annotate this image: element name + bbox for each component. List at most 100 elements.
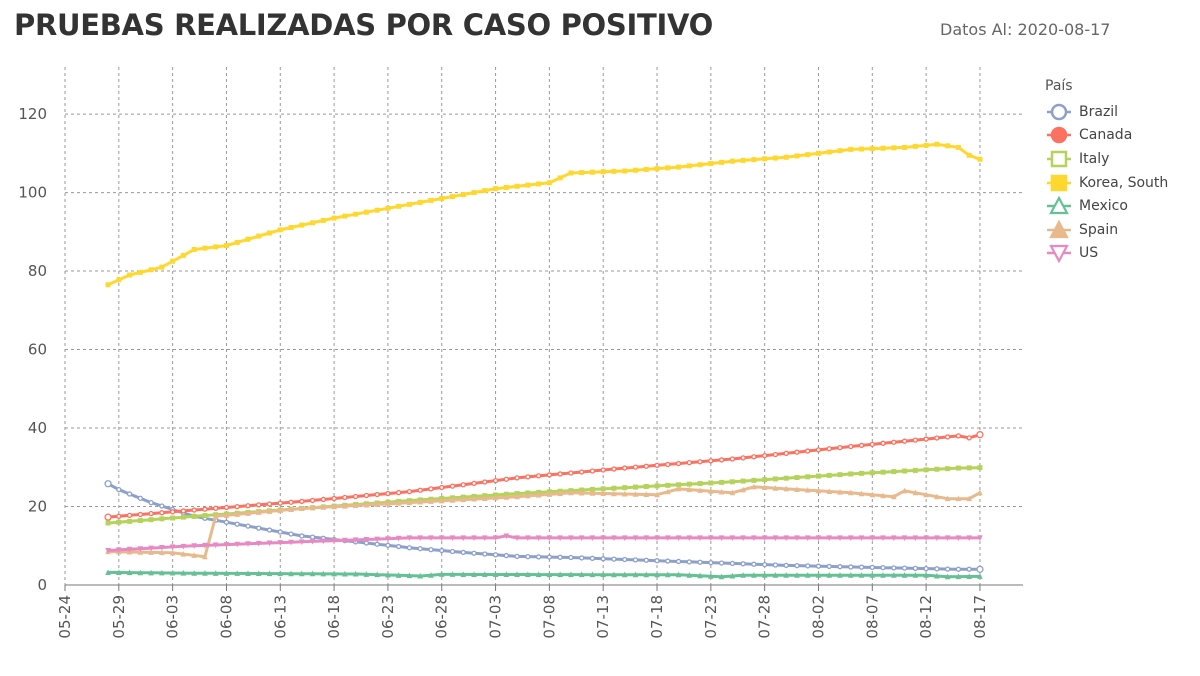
- data-point: [492, 571, 499, 577]
- data-point: [697, 487, 703, 493]
- data-point: [191, 543, 197, 549]
- y-tick-label: 100: [18, 184, 47, 202]
- legend-label: Mexico: [1079, 198, 1128, 215]
- data-point: [611, 535, 617, 542]
- data-point: [675, 460, 682, 467]
- legend-item-spain[interactable]: Spain: [1045, 218, 1168, 242]
- data-point: [395, 572, 402, 578]
- data-point: [298, 570, 305, 577]
- data-point: [299, 533, 305, 539]
- data-point: [815, 572, 822, 578]
- data-point: [331, 503, 337, 510]
- data-point: [546, 472, 553, 478]
- data-point: [492, 535, 499, 542]
- data-point: [137, 549, 144, 555]
- data-point: [611, 556, 617, 562]
- data-point: [568, 489, 574, 496]
- legend-item-mexico[interactable]: Mexico: [1045, 194, 1168, 218]
- data-point: [288, 570, 294, 577]
- data-point: [374, 491, 380, 498]
- x-tick-label: 07-28: [756, 595, 774, 639]
- data-point: [439, 484, 445, 491]
- data-point: [675, 558, 682, 565]
- data-point: [503, 494, 510, 500]
- data-point: [525, 474, 531, 480]
- data-point: [934, 535, 940, 542]
- data-point: [751, 157, 757, 163]
- data-point: [858, 572, 865, 578]
- legend-item-canada[interactable]: Canada: [1045, 124, 1168, 148]
- data-point: [320, 570, 327, 577]
- data-point: [105, 520, 111, 526]
- data-point: [676, 164, 682, 170]
- data-point: [815, 473, 821, 479]
- data-point: [396, 543, 402, 550]
- data-point: [805, 152, 811, 158]
- data-point: [180, 508, 187, 514]
- data-point: [277, 570, 284, 577]
- series-mexico: [105, 569, 983, 580]
- data-point: [169, 569, 176, 576]
- data-point: [783, 475, 789, 481]
- data-point: [309, 538, 316, 545]
- series-spain: [105, 483, 983, 560]
- data-point: [449, 483, 456, 489]
- data-point: [858, 442, 865, 449]
- data-point: [256, 502, 262, 508]
- data-point: [331, 215, 337, 221]
- data-point: [428, 546, 434, 553]
- data-point: [223, 512, 230, 518]
- data-point: [148, 267, 154, 273]
- line-chart: 05-24 05-29 06-03 06-08 06-13 06-18 06-23 06-28…: [18, 67, 1023, 639]
- data-point: [934, 566, 940, 572]
- data-point: [643, 166, 649, 172]
- data-point: [309, 570, 316, 577]
- data-point: [385, 490, 391, 497]
- data-point: [740, 455, 746, 461]
- data-point: [880, 565, 886, 571]
- data-point: [901, 572, 908, 578]
- legend-item-us[interactable]: US: [1045, 242, 1168, 266]
- data-point: [277, 507, 284, 513]
- data-point: [525, 553, 531, 560]
- legend-item-korea-south[interactable]: Korea, South: [1045, 171, 1168, 195]
- data-point: [374, 536, 380, 543]
- data-point: [708, 458, 714, 464]
- data-point: [417, 498, 424, 505]
- x-tick-label: 06-03: [164, 595, 182, 639]
- legend-swatch-circle-icon: [1047, 103, 1071, 121]
- data-point: [180, 551, 187, 557]
- data-point: [148, 569, 154, 576]
- data-point: [557, 554, 563, 560]
- data-point: [352, 537, 359, 543]
- data-point: [589, 535, 596, 542]
- data-point: [697, 535, 703, 542]
- data-point: [848, 146, 854, 152]
- data-point: [148, 499, 154, 506]
- data-point: [632, 571, 639, 578]
- data-point: [535, 535, 542, 542]
- data-point: [664, 571, 671, 578]
- data-point: [460, 192, 466, 198]
- data-point: [729, 489, 736, 496]
- data-point: [352, 502, 359, 509]
- data-point: [245, 510, 251, 516]
- data-point: [848, 443, 854, 450]
- data-point: [665, 482, 671, 488]
- legend-item-brazil[interactable]: Brazil: [1045, 100, 1168, 124]
- data-point: [611, 466, 617, 472]
- data-point: [675, 571, 682, 578]
- legend-title: País: [1045, 78, 1073, 94]
- data-point: [955, 573, 962, 580]
- data-point: [460, 482, 466, 488]
- data-point: [417, 487, 423, 493]
- data-point: [450, 194, 456, 199]
- legend-marker: [1050, 150, 1068, 168]
- data-point: [212, 542, 219, 549]
- legend-swatch-circle-icon: [1047, 127, 1071, 144]
- legend-item-italy[interactable]: Italy: [1045, 147, 1168, 171]
- data-point: [514, 493, 520, 500]
- data-point: [611, 571, 617, 578]
- data-point: [363, 492, 370, 499]
- data-point: [245, 541, 251, 547]
